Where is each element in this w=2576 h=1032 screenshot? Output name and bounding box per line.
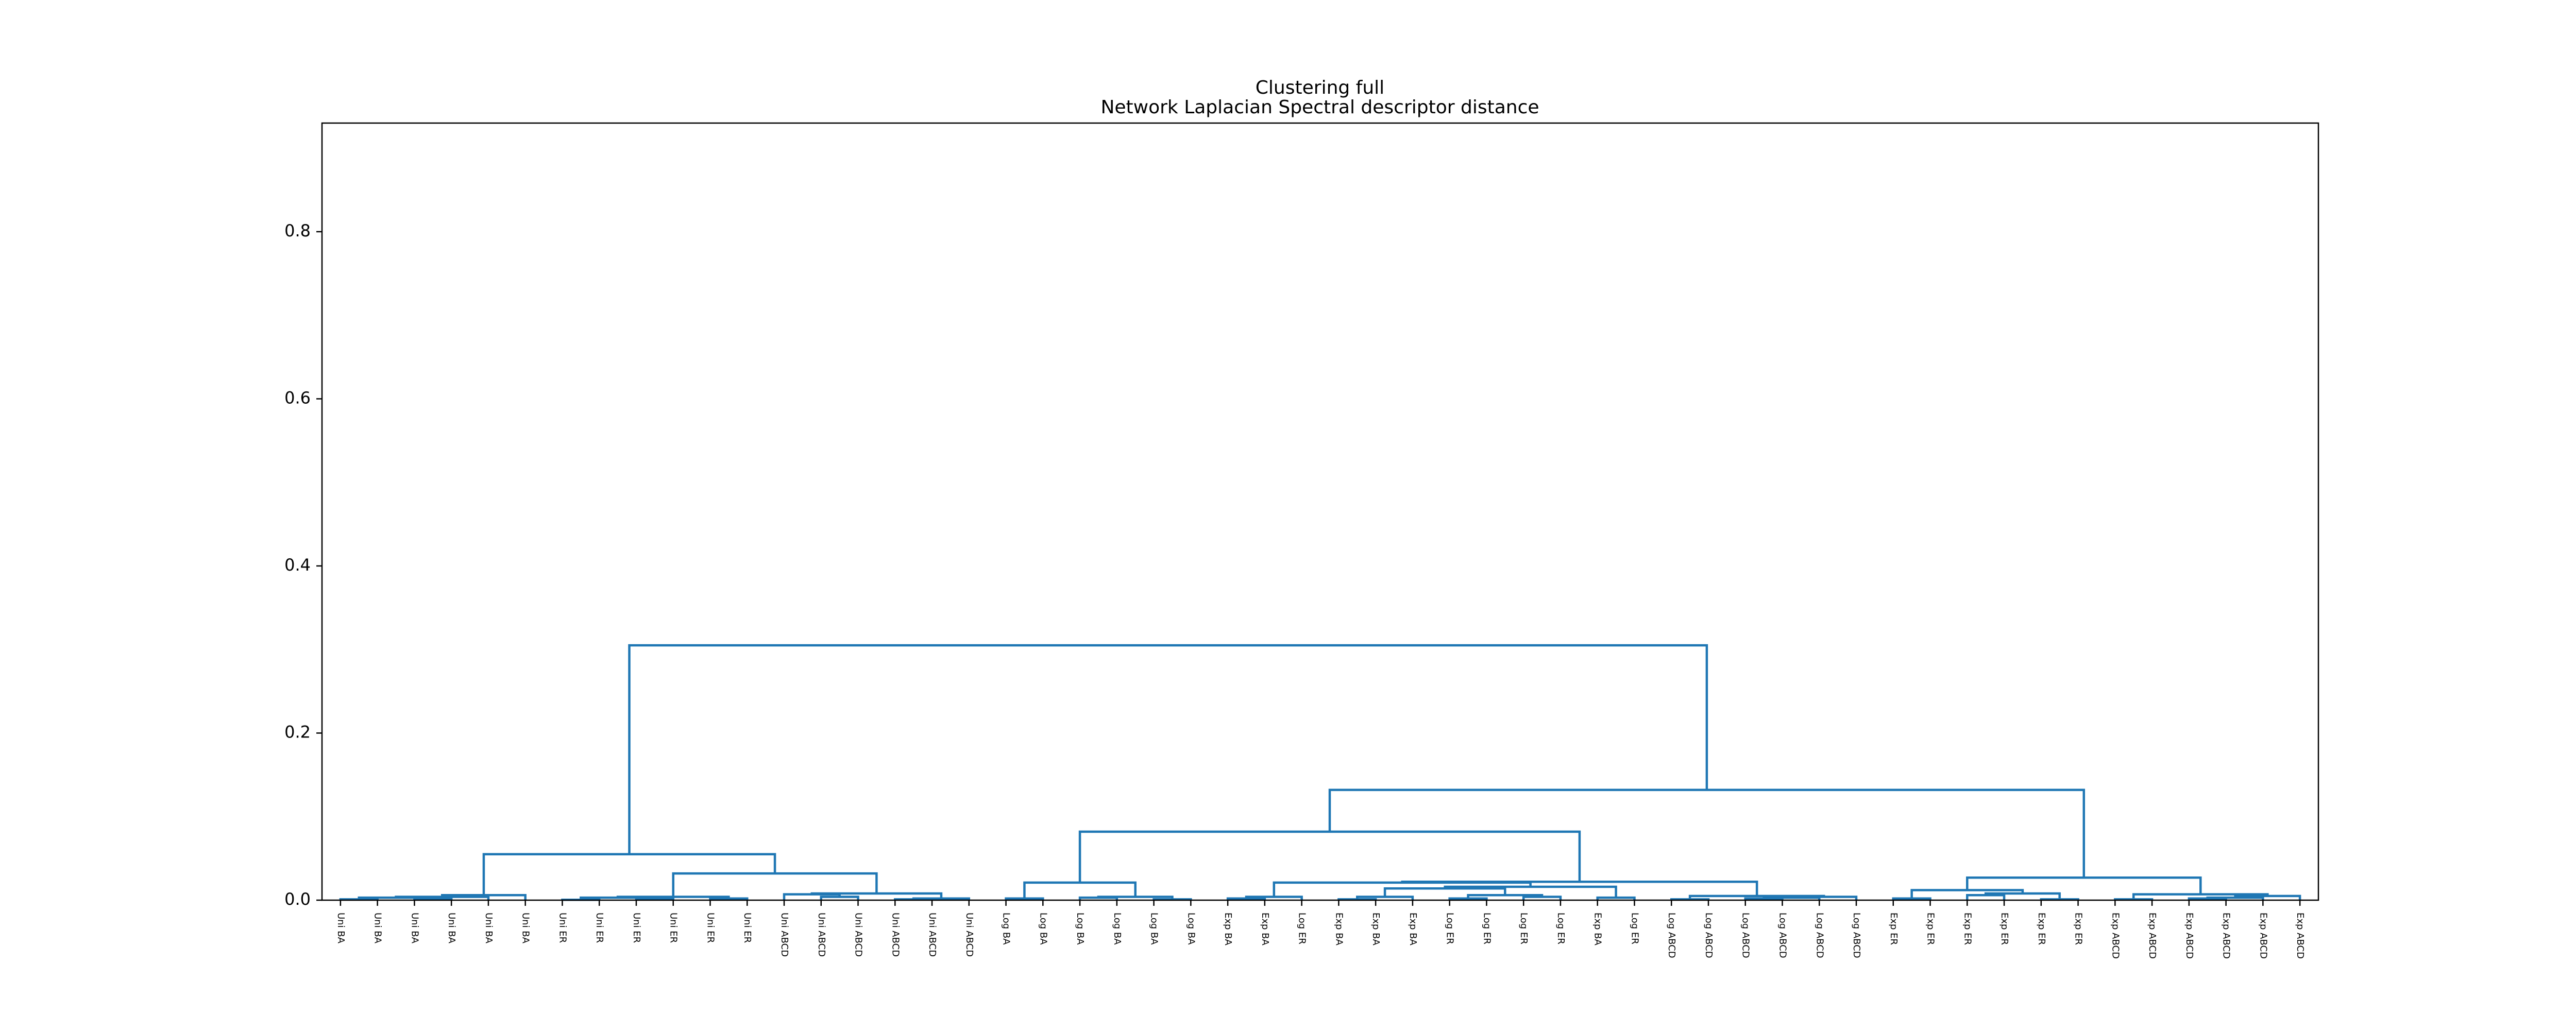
leaf-label: Uni ABCD xyxy=(964,913,975,957)
leaf-label: Exp ER xyxy=(2073,913,2084,945)
leaf-label: Exp ER xyxy=(1925,913,1936,945)
leaf-label: Uni ER xyxy=(742,913,753,943)
dendrogram-link xyxy=(1097,896,1174,900)
y-tick-label: 0.8 xyxy=(284,221,311,240)
leaf-label: Log ER xyxy=(1518,913,1529,944)
dendrogram-link xyxy=(672,872,878,897)
leaf-label: Log BA xyxy=(1112,913,1123,945)
leaf-label: Exp ABCD xyxy=(2110,913,2121,959)
dendrogram-link xyxy=(1023,881,1137,899)
leaf-label: Exp BA xyxy=(1592,913,1603,946)
leaf-label: Uni BA xyxy=(483,913,494,944)
leaf-label: Exp ER xyxy=(2036,913,2047,945)
dendrogram-link xyxy=(1273,881,1532,897)
leaf-label: Uni ER xyxy=(594,913,605,943)
dendrogram-link xyxy=(1688,895,1825,900)
leaf-label: Uni ER xyxy=(668,913,679,943)
leaf-label: Log ABCD xyxy=(1814,913,1825,958)
dendrogram-link xyxy=(1328,788,2086,878)
y-tick-label: 0.4 xyxy=(284,555,311,575)
leaf-label: Log BA xyxy=(1075,913,1086,945)
leaf-label: Uni BA xyxy=(372,913,383,944)
dendrogram-link xyxy=(1245,896,1303,900)
dendrogram-link xyxy=(628,644,1708,854)
leaf-label: Uni ER xyxy=(631,913,642,943)
leaf-label: Log ABCD xyxy=(1666,913,1677,958)
chart-subtitle: Network Laplacian Spectral descriptor di… xyxy=(1100,97,1539,118)
chart-title: Clustering full xyxy=(1256,77,1384,98)
leaf-label: Uni ABCD xyxy=(816,913,827,957)
dendrogram-link xyxy=(395,896,490,900)
leaf-label: Uni ABCD xyxy=(927,913,938,957)
leaf-label: Log ER xyxy=(1481,913,1492,944)
leaf-label: Exp ER xyxy=(1962,913,1973,945)
leaf-label: Exp ABCD xyxy=(2295,913,2306,959)
leaf-label: Uni BA xyxy=(446,913,457,944)
leaf-label: Log ER xyxy=(1297,913,1308,944)
dendrogram-link xyxy=(820,896,859,900)
leaf-label: Exp BA xyxy=(1370,913,1381,946)
leaf-label: Exp ER xyxy=(1888,913,1899,945)
leaf-label: Log BA xyxy=(1038,913,1048,945)
leaf-label: Exp ER xyxy=(1999,913,2010,945)
y-tick-label: 0.0 xyxy=(284,889,311,909)
y-tick-label: 0.6 xyxy=(284,388,311,407)
dendrogram-link xyxy=(616,896,730,899)
leaf-label: Log ER xyxy=(1555,913,1566,944)
leaf-label: Exp ABCD xyxy=(2184,913,2195,959)
leaf-label: Log ABCD xyxy=(1777,913,1788,958)
leaf-label: Log ER xyxy=(1445,913,1455,944)
dendrogram-link xyxy=(482,853,776,896)
plot-frame xyxy=(321,122,2319,901)
leaf-label: Uni BA xyxy=(409,913,420,944)
dendrogram-link xyxy=(1984,892,2061,900)
leaf-label: Log ER xyxy=(1629,913,1640,944)
leaf-label: Exp BA xyxy=(1408,913,1418,946)
leaf-label: Log BA xyxy=(1185,913,1196,945)
dendrogram-link xyxy=(810,892,943,899)
leaf-label: Log BA xyxy=(1001,913,1012,945)
dendrogram-link xyxy=(1444,885,1617,898)
y-tick-label: 0.2 xyxy=(284,722,311,742)
dendrogram-link xyxy=(1356,896,1414,900)
leaf-label: Exp BA xyxy=(1333,913,1344,946)
leaf-label: Exp ABCD xyxy=(2258,913,2268,959)
dendrogram-link xyxy=(1078,830,1581,883)
leaf-label: Exp ABCD xyxy=(2221,913,2232,959)
leaf-label: Uni ABCD xyxy=(779,913,790,957)
leaf-label: Uni BA xyxy=(335,913,346,944)
dendrogram-link xyxy=(1910,889,2024,899)
leaf-label: Uni ER xyxy=(557,913,568,943)
leaf-label: Uni ER xyxy=(705,913,716,943)
dendrogram-link xyxy=(1522,896,1562,900)
leaf-label: Exp BA xyxy=(1260,913,1270,946)
leaf-label: Log ABCD xyxy=(1703,913,1714,958)
leaf-label: Log BA xyxy=(1149,913,1160,945)
dendrogram-link xyxy=(2234,895,2301,900)
leaf-label: Log ABCD xyxy=(1851,913,1862,958)
leaf-label: Uni BA xyxy=(520,913,531,944)
leaf-label: Uni ABCD xyxy=(853,913,864,957)
leaf-label: Exp ABCD xyxy=(2147,913,2158,959)
leaf-label: Log ABCD xyxy=(1740,913,1751,958)
leaf-label: Exp BA xyxy=(1223,913,1233,946)
leaf-label: Uni ABCD xyxy=(890,913,901,957)
